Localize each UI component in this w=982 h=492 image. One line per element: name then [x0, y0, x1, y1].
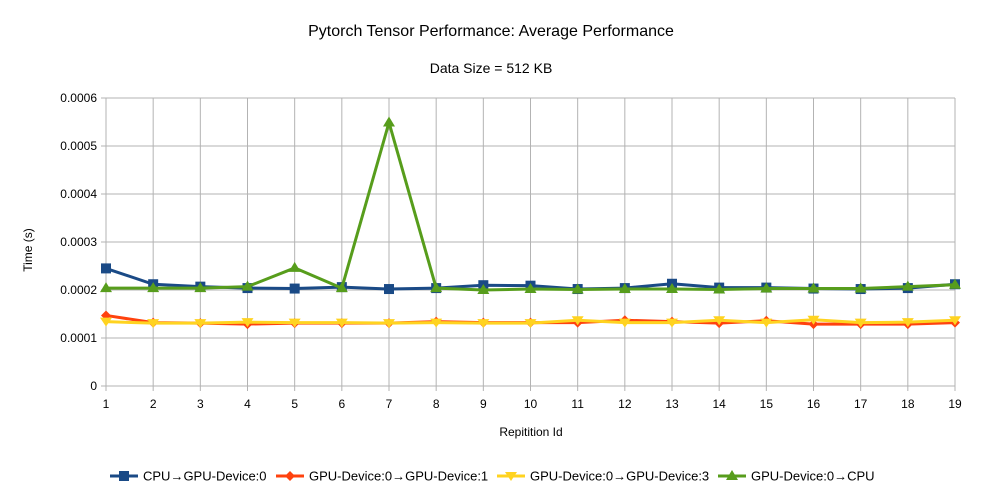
data-point — [618, 318, 631, 328]
x-tick-label: 6 — [338, 397, 345, 411]
data-point — [289, 283, 300, 294]
x-tick-label: 8 — [433, 397, 440, 411]
legend: CPU→GPU-Device:0 GPU-Device:0→GPU-Device:… — [110, 469, 875, 484]
legend-item: CPU→GPU-Device:0 — [110, 469, 267, 484]
data-point — [147, 319, 160, 329]
x-tick-label: 7 — [386, 397, 393, 411]
data-point — [618, 283, 631, 294]
y-tick-label: 0 — [90, 379, 97, 393]
legend-item: GPU-Device:0→GPU-Device:3 — [497, 469, 709, 484]
data-point — [383, 116, 395, 127]
data-point — [100, 282, 112, 293]
x-tick-label: 10 — [524, 397, 538, 411]
x-axis-ticks: 1 2 3 4 5 6 7 8 9 10 11 12 13 14 15 16 17 18 19 — [103, 397, 962, 411]
data-point — [335, 282, 348, 293]
y-axis-ticks: 0 0.0001 0.0002 0.0003 0.0004 0.0005 0.0006 — [60, 91, 97, 393]
data-point — [384, 284, 394, 295]
chart-title: Pytorch Tensor Performance: Average Perf… — [308, 23, 674, 40]
data-point — [901, 280, 914, 291]
y-tick-label: 0.0003 — [60, 235, 97, 249]
y-tick-label: 0.0002 — [60, 283, 97, 297]
legend-label: GPU-Device:0→GPU-Device:1 — [309, 469, 488, 484]
grid-lines — [101, 97, 956, 391]
chart-subtitle: Data Size = 512 KB — [430, 60, 553, 76]
series-group — [100, 116, 961, 330]
data-point — [807, 315, 820, 325]
x-tick-label: 3 — [197, 397, 204, 411]
data-point — [854, 318, 867, 328]
data-point — [524, 283, 537, 294]
y-tick-label: 0.0004 — [60, 187, 97, 201]
data-point — [288, 318, 301, 328]
data-point — [241, 280, 254, 291]
x-tick-label: 4 — [244, 397, 251, 411]
data-point — [194, 319, 207, 329]
x-axis-label: Repitition Id — [499, 425, 562, 439]
data-point — [524, 319, 537, 329]
data-point — [477, 319, 490, 329]
x-tick-label: 17 — [854, 397, 868, 411]
data-point — [288, 261, 301, 272]
x-tick-label: 19 — [948, 397, 962, 411]
data-point — [383, 319, 395, 329]
x-tick-label: 16 — [807, 397, 821, 411]
y-tick-label: 0.0006 — [60, 91, 97, 105]
data-point — [666, 283, 678, 294]
series-4 — [100, 116, 961, 294]
data-point — [949, 278, 961, 289]
data-point — [713, 283, 726, 294]
data-point — [854, 282, 867, 293]
data-point — [100, 317, 112, 327]
y-axis-label: Time (s) — [21, 228, 35, 272]
legend-item: GPU-Device:0→CPU — [718, 469, 875, 484]
data-point — [101, 263, 111, 274]
x-tick-label: 9 — [480, 397, 487, 411]
data-point — [760, 318, 773, 328]
data-point — [901, 318, 914, 328]
legend-label: CPU→GPU-Device:0 — [143, 469, 267, 484]
data-point — [335, 318, 348, 328]
series-3 — [100, 315, 961, 329]
data-point — [194, 282, 207, 293]
data-point — [430, 282, 443, 293]
legend-swatch-marker — [285, 471, 295, 481]
data-point — [430, 318, 443, 328]
x-tick-label: 18 — [901, 397, 915, 411]
data-point — [571, 316, 584, 326]
data-point — [147, 282, 160, 293]
legend-label: GPU-Device:0→CPU — [751, 469, 875, 484]
x-tick-label: 14 — [712, 397, 726, 411]
legend-swatch-marker — [726, 470, 738, 480]
data-point — [807, 282, 820, 293]
legend-label: GPU-Device:0→GPU-Device:3 — [530, 469, 709, 484]
x-tick-label: 1 — [103, 397, 110, 411]
legend-item: GPU-Device:0→GPU-Device:1 — [276, 469, 488, 484]
legend-swatch-marker — [119, 471, 129, 481]
x-tick-label: 2 — [150, 397, 157, 411]
x-tick-label: 15 — [760, 397, 774, 411]
x-tick-label: 13 — [665, 397, 679, 411]
data-point — [760, 282, 773, 293]
y-tick-label: 0.0005 — [60, 139, 97, 153]
legend-swatch-marker — [505, 472, 517, 481]
data-point — [241, 318, 254, 328]
data-point — [666, 318, 678, 328]
data-point — [713, 316, 726, 326]
data-point — [571, 283, 584, 294]
data-point — [477, 284, 490, 294]
data-point — [949, 316, 961, 326]
x-tick-label: 5 — [291, 397, 298, 411]
x-tick-label: 11 — [571, 397, 584, 411]
y-tick-label: 0.0001 — [60, 331, 97, 345]
x-tick-label: 12 — [618, 397, 632, 411]
